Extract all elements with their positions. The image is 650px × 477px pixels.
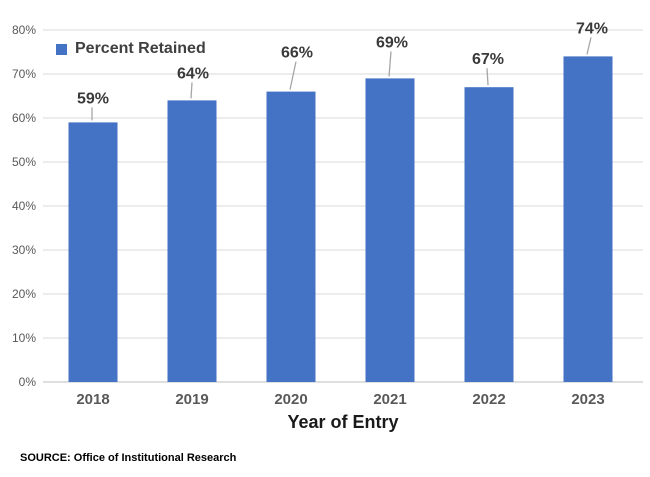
- y-axis-tick-60%: 60%: [12, 111, 36, 125]
- y-axis-tick-80%: 80%: [12, 23, 36, 37]
- legend-label: Percent Retained: [75, 40, 206, 57]
- bar-2023: [563, 56, 613, 383]
- bar-2019: [167, 100, 217, 383]
- data-label-2021: 69%: [376, 34, 408, 51]
- y-axis-tick-20%: 20%: [12, 287, 36, 301]
- leader-line-2019: [190, 82, 193, 99]
- y-axis-tick-0%: 0%: [19, 375, 37, 389]
- y-axis-tick-40%: 40%: [12, 199, 36, 213]
- leader-line-2022: [486, 68, 489, 86]
- x-axis-category-2019: 2019: [175, 391, 208, 408]
- y-axis-tick-10%: 10%: [12, 331, 36, 345]
- legend-color-swatch-icon: [56, 43, 67, 55]
- bar-2018: [68, 122, 118, 383]
- bar-2021: [365, 78, 415, 383]
- y-axis-tick-30%: 30%: [12, 243, 36, 257]
- y-axis-tick-50%: 50%: [12, 155, 36, 169]
- y-axis-tick-70%: 70%: [12, 67, 36, 81]
- x-axis-category-2022: 2022: [472, 391, 505, 408]
- x-axis-category-2018: 2018: [76, 391, 109, 408]
- bar-2022: [464, 87, 514, 382]
- x-axis-category-2023: 2023: [571, 391, 604, 408]
- data-label-2020: 66%: [281, 45, 313, 62]
- x-axis-category-2020: 2020: [274, 391, 307, 408]
- data-label-2023: 74%: [576, 20, 608, 37]
- x-axis-category-2021: 2021: [373, 391, 406, 408]
- chart-legend: Percent Retained: [56, 40, 206, 58]
- bar-2020: [266, 91, 316, 382]
- data-label-2019: 64%: [177, 65, 209, 82]
- leader-line-2020: [289, 61, 297, 90]
- data-label-2022: 67%: [472, 51, 504, 68]
- source-note: SOURCE: Office of Institutional Research: [20, 452, 237, 464]
- leader-line-2023: [586, 37, 592, 55]
- x-axis-title: Year of Entry: [287, 412, 399, 432]
- data-label-2018: 59%: [77, 90, 109, 107]
- leader-line-2021: [388, 51, 392, 77]
